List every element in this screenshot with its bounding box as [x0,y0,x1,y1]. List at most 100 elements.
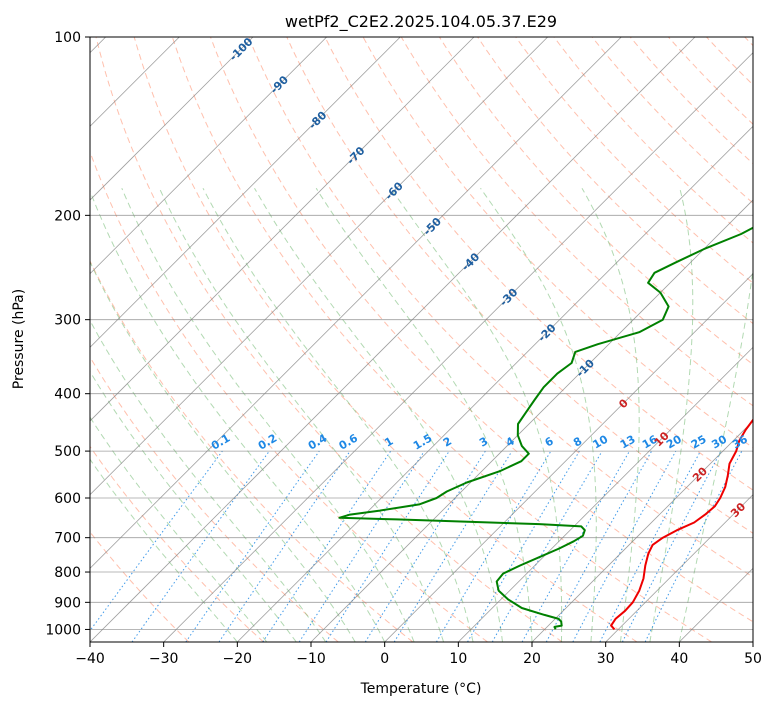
dry-adiabat [133,37,638,642]
moist-adiabat [158,187,445,642]
moist-adiabat [315,187,533,642]
dry-adiabat [324,37,753,491]
y-tick-label: 700 [54,531,81,547]
mixing-ratio-line [572,450,677,642]
isotherm-line [90,37,254,201]
x-tick-label: 30 [597,651,615,667]
mixing-ratio-line [545,450,653,642]
x-tick-label: 10 [449,651,467,667]
mixing-ratio-label: 1 [382,435,395,450]
y-tick-label: 1000 [45,622,81,638]
dry-adiabat [90,531,190,642]
moist-adiabat [90,416,268,642]
dry-adiabat [286,37,753,534]
moist-adiabat [390,187,563,642]
isotherm-label: 20 [690,464,710,484]
moist-adiabat [90,370,297,642]
y-tick-label: 100 [54,30,81,46]
y-tick-label: 800 [54,565,81,581]
isotherm-label: -60 [383,179,406,202]
mixing-ratio-line [262,450,392,642]
isotherm-line [90,37,548,496]
mixing-ratio-line [521,450,630,642]
y-tick-label: 400 [54,387,81,403]
isotherm-label: -30 [497,286,520,309]
mixing-ratio-label: 6 [543,434,556,449]
isotherm-line [90,37,622,569]
isotherm-label: -70 [344,144,367,167]
moist-adiabat [254,187,503,642]
y-axis-label: Pressure (hPa) [11,289,27,389]
isotherm-label: 40 [766,535,775,555]
dry-adiabat [90,445,264,642]
mixing-ratio-label: 30 [709,432,729,451]
plot-frame [89,36,754,643]
moist-adiabat [581,187,640,642]
moist-adiabat [480,187,597,642]
mixing-ratio-line [131,450,270,642]
mixing-ratio-line [90,450,223,632]
dry-adiabat [248,37,753,578]
mixing-ratio-label: 10 [590,432,610,451]
moist-adiabat [90,319,327,642]
moist-adiabat [202,187,474,642]
moist-adiabat [121,188,415,642]
x-tick-label: 20 [523,651,541,667]
isotherm-line [237,125,753,642]
y-tick-label: 200 [54,208,81,224]
chart-title: wetPf2_C2E2.2025.104.05.37.E29 [285,12,557,32]
moist-adiabat [90,458,238,642]
isotherm-label: 30 [728,500,748,520]
dry-adiabat [591,37,753,204]
axes: −40 −30 −20 −10 0 10 20 30 40 5010020030040050060… [45,30,762,667]
dry-adiabat [90,150,488,642]
y-tick-label: 900 [54,595,81,611]
dry-adiabat [95,37,563,642]
mixing-ratio-line [599,450,701,642]
background-lines [90,37,753,642]
isotherm-line [531,420,753,642]
x-tick-label: −10 [296,651,326,667]
dewpoint-profile [338,226,753,630]
dry-adiabat [668,37,753,125]
isotherm-label: -100 [227,35,256,64]
mixing-ratio-label: 25 [689,433,709,452]
dry-adiabat [90,259,414,642]
mixing-ratio-label: 0.1 [209,432,232,453]
mixing-ratio-line [298,450,425,642]
x-tick-label: −30 [149,651,179,667]
x-tick-label: −40 [75,651,105,667]
isotherm-label: -80 [306,108,329,131]
isotherm-line [90,37,696,642]
isotherm-line [90,37,475,422]
y-tick-label: 600 [54,491,81,507]
y-tick-label: 300 [54,313,81,329]
isotherm-line [605,494,753,642]
isotherm-line [163,52,753,642]
series-layer [338,226,753,631]
mixing-ratio-label: 36 [730,432,750,451]
moist-adiabat [90,189,386,642]
moist-adiabat [678,265,753,642]
isotherm-line [679,567,753,642]
y-tick-label: 500 [54,444,81,460]
isotherm-line [90,37,401,348]
mixing-ratio-label: 1.5 [411,432,434,453]
x-tick-label: 50 [744,651,762,667]
mixing-ratio-line [644,450,743,642]
isotherm-line [384,273,753,642]
mixing-ratio-label: 8 [571,435,584,450]
mixing-ratio-label: 13 [618,433,638,452]
dry-adiabat [210,37,753,623]
dry-adiabat [744,37,753,47]
isotherm-label: -40 [459,250,482,273]
isotherm-line [458,346,753,642]
mixing-ratio-line [364,450,486,642]
temperature-profile [610,418,753,631]
isotherm-line [752,641,753,642]
x-tick-label: 0 [380,651,389,667]
moist-adiabat [90,260,356,642]
isotherm-label: -10 [574,356,597,379]
moist-adiabat [649,188,694,642]
